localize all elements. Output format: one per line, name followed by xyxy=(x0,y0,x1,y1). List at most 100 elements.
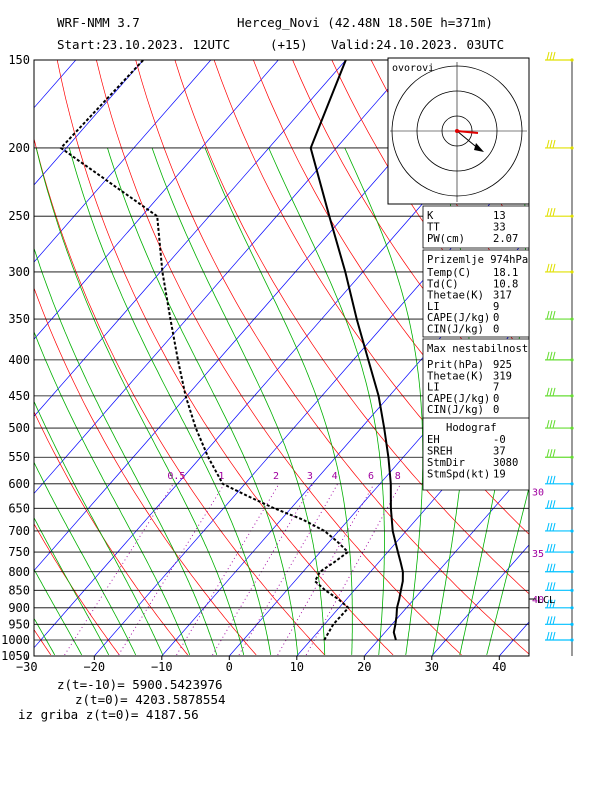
mixing-ratio-line xyxy=(238,483,339,656)
panel-value: 7 xyxy=(493,382,499,394)
isotherm-line xyxy=(34,60,144,186)
mixing-ratio-label: 6 xyxy=(368,471,374,482)
wind-barb-feather xyxy=(546,616,550,625)
dry-adiabat xyxy=(174,60,529,595)
wind-barb-feather xyxy=(549,475,553,484)
mixing-ratio-label: 4 xyxy=(332,471,338,482)
hodograph-label: ovorovi xyxy=(392,63,434,74)
x-tick-label: 20 xyxy=(357,660,371,674)
wind-barb-feather xyxy=(552,522,556,532)
wind-barb-dot xyxy=(570,270,574,274)
wind-barb-feather xyxy=(546,263,550,273)
mixing-ratio-line xyxy=(176,483,280,656)
mixing-ratio-label: 3 xyxy=(307,471,313,482)
wind-barb-feather xyxy=(546,599,550,608)
wind-barb-feather xyxy=(546,500,550,509)
panel-value: 317 xyxy=(493,290,512,302)
pressure-label: 700 xyxy=(8,524,30,538)
wind-barb-feather xyxy=(546,351,550,360)
pressure-label: 300 xyxy=(8,265,30,279)
panel-label: CIN(J/kg) xyxy=(427,324,484,336)
panel-label: PW(cm) xyxy=(427,233,465,245)
wind-barb-feather xyxy=(552,310,556,320)
panel-value: 18.1 xyxy=(493,267,518,279)
x-tick-label: −10 xyxy=(151,660,173,674)
wind-barb-feather xyxy=(546,631,550,641)
pressure-label: 950 xyxy=(8,617,30,631)
wind-barb-feather xyxy=(546,139,550,149)
panel-value: 33 xyxy=(493,222,506,234)
wind-barb-dot xyxy=(570,426,574,430)
panel-label: StmDir xyxy=(427,457,465,469)
wind-barb-feather xyxy=(549,563,553,572)
panel-label: Thetae(K) xyxy=(427,370,484,382)
wind-barb-feather xyxy=(549,310,553,320)
wind-barb-feather xyxy=(549,543,553,553)
pressure-label: 200 xyxy=(8,141,30,155)
wind-barb-dot xyxy=(570,622,574,626)
hodograph-inset: ovorovi xyxy=(387,57,530,205)
moist-adiabat-lines xyxy=(34,147,529,656)
wind-barb-dot xyxy=(570,394,574,398)
wind-barb-feather xyxy=(552,208,556,217)
mixing-ratio-label: 2 xyxy=(273,471,279,482)
wind-barb-dot xyxy=(570,606,574,610)
wind-barb-feather xyxy=(552,599,556,608)
sounding-profiles xyxy=(59,60,404,641)
wind-barb-feather xyxy=(549,616,553,625)
panel-value: 925 xyxy=(493,359,512,371)
wind-barb-feather xyxy=(549,263,553,273)
pressure-label: 600 xyxy=(8,477,30,491)
wind-barb-feather xyxy=(552,139,556,149)
isotherm-line xyxy=(364,467,529,656)
pressure-label: 550 xyxy=(8,450,30,464)
x-tick-label: 10 xyxy=(290,660,304,674)
moist-adiabat xyxy=(151,147,326,655)
moist-adiabat xyxy=(204,147,353,655)
panel-value: 0 xyxy=(493,393,499,405)
panel-label: SREH xyxy=(427,446,452,458)
wind-barb-feather xyxy=(549,139,553,149)
wind-barb-feather xyxy=(549,631,553,641)
wind-barb-feather xyxy=(549,351,553,360)
wind-barb-feather xyxy=(552,543,556,553)
moist-adiabat xyxy=(107,147,299,655)
moist-adiabat xyxy=(344,147,424,655)
wind-barb-feather xyxy=(549,500,553,509)
panel-label: Td(C) xyxy=(427,278,459,290)
wind-barb-feather xyxy=(546,475,550,484)
wind-barb-feather xyxy=(552,351,556,360)
surface-frame xyxy=(422,249,530,338)
mixing-ratio-label: 8 xyxy=(395,471,401,482)
wind-barb-dot xyxy=(570,529,574,533)
mixing-ratio-line xyxy=(212,483,314,656)
wind-barb-dot xyxy=(570,317,574,321)
storm-motion-arrowhead xyxy=(474,143,484,152)
mixing-ratio-line xyxy=(277,483,375,656)
wind-barb-dot xyxy=(570,638,574,642)
unstable-frame xyxy=(422,338,530,420)
wind-barb-dot xyxy=(570,588,574,592)
wind-barb-feather xyxy=(546,563,550,572)
moist-adiabat xyxy=(34,516,110,656)
isotherm-line xyxy=(34,60,347,417)
panel-label: CIN(J/kg) xyxy=(427,404,484,416)
pressure-label: 750 xyxy=(8,545,30,559)
wind-barb-dot xyxy=(570,455,574,459)
wind-barb-feather xyxy=(549,208,553,217)
wind-barb-dot xyxy=(570,214,574,218)
wind-barb-feather xyxy=(552,475,556,484)
side-label: 30 xyxy=(532,487,544,498)
indices-frame xyxy=(422,205,530,249)
footer-line-1: z(t=-10)= 5900.5423976 xyxy=(57,677,223,692)
panel-label: StmSpd(kt) xyxy=(427,469,490,481)
panel-value: 0 xyxy=(493,312,499,324)
hodograph-stats-frame xyxy=(422,417,530,491)
pressure-label: 500 xyxy=(8,421,30,435)
moist-adiabat xyxy=(34,247,218,656)
wind-barb-feather xyxy=(552,387,556,396)
panel-value: 9 xyxy=(493,301,499,313)
panel-label: EH xyxy=(427,434,440,446)
wind-barb-dot xyxy=(570,358,574,362)
